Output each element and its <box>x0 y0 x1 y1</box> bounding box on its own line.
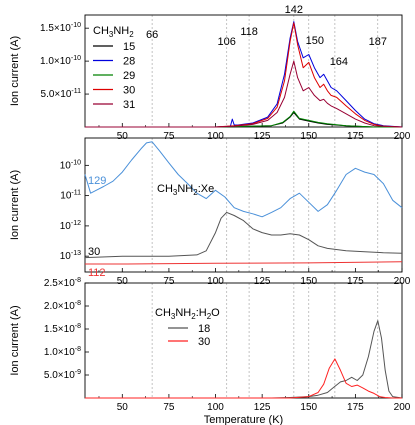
x-tick-label: 200 <box>394 276 411 287</box>
series-line-30 <box>84 211 403 259</box>
peak-annotation: 187 <box>369 36 387 48</box>
legend-label: 15 <box>123 41 135 53</box>
y-axis-label: Ion current (A) <box>9 170 21 240</box>
x-tick-label: 200 <box>394 131 411 142</box>
y-tick-label: 10-11 <box>60 190 81 202</box>
x-axis-label: Temperature (K) <box>204 414 283 425</box>
x-tick-label: 125 <box>254 131 271 142</box>
legend-title: CH3NH2:H2O <box>155 307 220 321</box>
axes-frame <box>84 137 403 273</box>
x-tick-label: 200 <box>394 402 411 413</box>
y-tick-label: 1.0×10-10 <box>40 55 81 67</box>
series-line-30 <box>85 358 402 399</box>
x-tick-label: 50 <box>117 276 129 287</box>
legend-title: CH3NH2 <box>93 25 134 39</box>
legend-label: 29 <box>123 70 135 82</box>
x-tick-label: 125 <box>254 276 271 287</box>
legend-label: 28 <box>123 56 135 68</box>
series-line-31 <box>85 60 403 128</box>
series-line-112 <box>85 261 403 265</box>
legend-label: 31 <box>123 99 135 111</box>
x-tick-label: 50 <box>117 131 129 142</box>
peak-annotation: 66 <box>146 29 158 41</box>
x-tick-label: 175 <box>347 276 364 287</box>
peak-annotation: 118 <box>240 26 258 38</box>
panel-top: 50 75 100 125 150 175 200 5.0×10-11 1.0×10-10 1.5… <box>9 4 411 142</box>
panel-bottom: 50 75 100 125 150 175 200 5.0×10-9 1.0×10-8 1.5×1… <box>9 277 411 425</box>
x-tick-label: 175 <box>347 402 364 413</box>
x-tick-label: 100 <box>207 402 224 413</box>
panel-middle: 50 75 100 125 150 175 200 10-13 10-12 10-11 10-10 I… <box>9 137 411 287</box>
peak-annotation: 164 <box>330 56 348 68</box>
y-tick-label: 1.5×10-10 <box>40 22 81 34</box>
legend-label: 30 <box>198 336 210 348</box>
y-tick-label: 2.0×10-8 <box>44 300 81 312</box>
x-tick-label: 75 <box>163 402 175 413</box>
y-tick-label: 2.5×10-8 <box>44 277 81 289</box>
peak-annotation: 106 <box>218 36 236 48</box>
series-label-30: 30 <box>88 246 100 258</box>
peak-annotation: 150 <box>306 35 324 47</box>
y-tick-label: 1.0×10-8 <box>44 346 81 358</box>
axes-frame <box>84 14 403 128</box>
y-tick-label: 10-13 <box>60 250 81 262</box>
legend-label: 30 <box>123 85 135 97</box>
y-axis-label: Ion current (A) <box>9 305 21 375</box>
x-tick-label: 75 <box>163 276 175 287</box>
y-tick-label: 10-12 <box>60 220 81 232</box>
series-label-129: 129 <box>88 175 106 187</box>
series-line-18 <box>85 320 403 399</box>
x-tick-label: 125 <box>254 402 271 413</box>
x-tick-label: 75 <box>163 131 175 142</box>
y-tick-label: 5.0×10-9 <box>44 369 81 381</box>
y-tick-label: 5.0×10-11 <box>41 88 82 100</box>
y-axis-label: Ion current (A) <box>9 36 21 106</box>
legend-label: 18 <box>198 323 210 335</box>
x-tick-label: 150 <box>300 402 317 413</box>
y-tick-label: 1.5×10-8 <box>44 323 81 335</box>
axes-frame <box>84 282 403 399</box>
x-tick-label: 50 <box>117 402 129 413</box>
series-line-28 <box>85 21 403 128</box>
panel-annotation: CH3NH2:Xe <box>157 183 214 197</box>
x-tick-label: 150 <box>300 276 317 287</box>
series-line-30 <box>85 22 403 128</box>
x-tick-label: 175 <box>347 131 364 142</box>
peak-annotation: 142 <box>285 4 303 16</box>
x-tick-label: 150 <box>300 131 317 142</box>
series-line-29 <box>85 110 402 128</box>
series-label-112: 112 <box>88 267 106 279</box>
series-line-129 <box>84 141 403 218</box>
x-tick-label: 100 <box>207 131 224 142</box>
x-tick-label: 100 <box>207 276 224 287</box>
y-tick-label: 10-10 <box>60 159 81 171</box>
